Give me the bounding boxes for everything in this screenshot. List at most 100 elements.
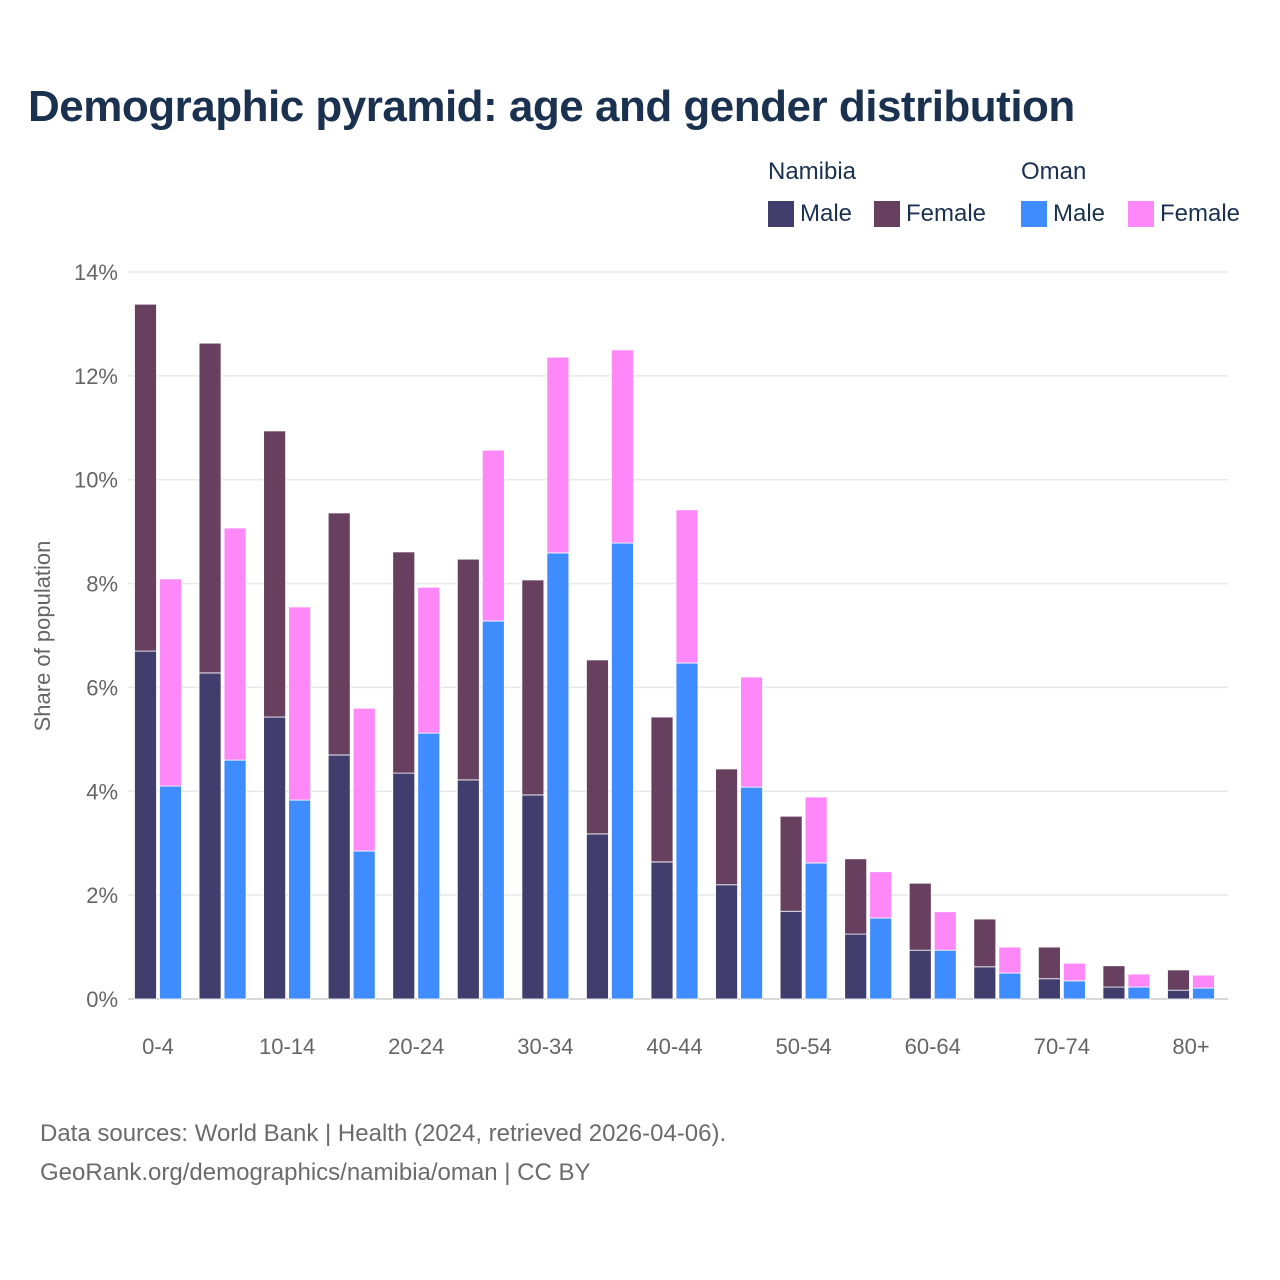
bar-oman-female-40-44[interactable] <box>675 509 699 664</box>
y-tick-label: 0% <box>86 987 118 1012</box>
bar-oman-female-20-24[interactable] <box>417 586 441 734</box>
chart-plot: 0% 2% 4% 6% 8% 10% 12% 14% 0-4 10-14 20-24 30-34 40… <box>30 260 1228 1059</box>
bar-oman-male-70-74[interactable] <box>1062 980 1086 1000</box>
bar-namibia-male-25-29[interactable] <box>456 779 480 1000</box>
bar-oman-female-15-19[interactable] <box>352 707 376 852</box>
bar-namibia-female-30-34[interactable] <box>521 579 545 796</box>
bar-oman-male-50-54[interactable] <box>804 862 828 1000</box>
bar-namibia-male-35-39[interactable] <box>586 833 609 1000</box>
bar-oman-male-45-49[interactable] <box>740 786 763 1000</box>
y-tick-label: 12% <box>74 364 118 389</box>
bar-namibia-female-0-4[interactable] <box>134 303 157 652</box>
bar-oman-male-10-14[interactable] <box>288 799 312 1000</box>
bar-oman-female-25-29[interactable] <box>481 449 505 622</box>
legend-swatch <box>1128 201 1154 227</box>
bar-namibia-female-50-54[interactable] <box>779 815 803 912</box>
bar-namibia-female-25-29[interactable] <box>456 558 480 781</box>
bar-oman-male-15-19[interactable] <box>352 850 376 1000</box>
bar-oman-female-10-14[interactable] <box>288 606 312 801</box>
bar-namibia-female-80+[interactable] <box>1167 969 1190 991</box>
bar-namibia-female-70-74[interactable] <box>1037 946 1061 980</box>
bar-namibia-male-65-69[interactable] <box>973 966 997 1000</box>
bar-namibia-male-60-64[interactable] <box>908 949 932 1000</box>
bar-oman-female-30-34[interactable] <box>546 356 570 554</box>
bar-namibia-female-20-24[interactable] <box>392 551 416 774</box>
bar-oman-male-35-39[interactable] <box>611 542 634 1000</box>
bar-oman-female-5-9[interactable] <box>223 527 247 761</box>
bar-namibia-male-75-79[interactable] <box>1102 986 1126 1000</box>
y-tick-label: 2% <box>86 883 118 908</box>
x-tick-label: 60-64 <box>905 1034 961 1059</box>
legend-label: Female <box>1160 200 1241 227</box>
legend-namibia-male[interactable]: Male <box>768 200 852 228</box>
y-tick-label: 4% <box>86 779 118 804</box>
bar-oman-male-0-4[interactable] <box>159 785 182 1000</box>
bar-namibia-male-80+[interactable] <box>1167 989 1190 1000</box>
bar-namibia-female-75-79[interactable] <box>1102 965 1126 988</box>
bar-oman-female-60-64[interactable] <box>933 911 957 951</box>
bar-oman-female-75-79[interactable] <box>1127 973 1151 988</box>
bar-oman-male-60-64[interactable] <box>933 949 957 1000</box>
bar-namibia-male-55-59[interactable] <box>844 933 868 1000</box>
bar-namibia-female-5-9[interactable] <box>198 342 222 674</box>
x-tick-label: 30-34 <box>517 1034 573 1059</box>
bar-namibia-female-55-59[interactable] <box>844 858 868 935</box>
bar-oman-female-80+[interactable] <box>1192 974 1215 989</box>
bar-namibia-female-60-64[interactable] <box>908 882 932 951</box>
chart-title: Demographic pyramid: age and gender dist… <box>28 82 1075 131</box>
bar-oman-female-45-49[interactable] <box>740 676 763 788</box>
bar-oman-male-30-34[interactable] <box>546 552 570 1000</box>
legend-oman-female[interactable]: Female <box>1128 200 1240 228</box>
legend-swatch <box>1021 201 1047 227</box>
footer: Data sources: World Bank | Health (2024,… <box>40 1114 726 1192</box>
bar-oman-male-75-79[interactable] <box>1127 986 1151 1000</box>
x-tick-label: 10-14 <box>259 1034 315 1059</box>
bar-oman-male-40-44[interactable] <box>675 662 699 1000</box>
y-tick-label: 14% <box>74 260 118 285</box>
y-tick-label: 8% <box>86 572 118 597</box>
bar-oman-male-25-29[interactable] <box>481 620 505 1000</box>
bar-namibia-male-10-14[interactable] <box>263 716 287 1000</box>
bar-namibia-male-30-34[interactable] <box>521 794 545 1000</box>
bar-namibia-male-45-49[interactable] <box>715 884 738 1000</box>
x-tick-label: 50-54 <box>775 1034 831 1059</box>
bar-namibia-female-65-69[interactable] <box>973 918 997 968</box>
legend-label: Male <box>1053 200 1106 227</box>
bar-namibia-male-40-44[interactable] <box>650 861 674 1000</box>
bar-oman-male-5-9[interactable] <box>223 759 247 1000</box>
bar-oman-male-20-24[interactable] <box>417 732 441 1000</box>
x-tick-label: 0-4 <box>142 1034 174 1059</box>
bar-oman-female-70-74[interactable] <box>1062 962 1086 982</box>
footer-sources: Data sources: World Bank | Health (2024,… <box>40 1120 727 1147</box>
footer-link[interactable]: GeoRank.org/demographics/namibia/oman | … <box>40 1159 591 1186</box>
bar-oman-female-0-4[interactable] <box>159 578 182 787</box>
x-tick-label: 70-74 <box>1034 1034 1090 1059</box>
legend-country-oman: Oman <box>1021 158 1087 185</box>
legend-country-namibia: Namibia <box>768 158 857 185</box>
legend-namibia-female[interactable]: Female <box>874 200 986 228</box>
bar-oman-female-65-69[interactable] <box>998 946 1022 974</box>
bar-namibia-male-15-19[interactable] <box>327 754 351 1000</box>
bar-namibia-male-0-4[interactable] <box>134 650 157 1000</box>
bar-oman-female-50-54[interactable] <box>804 796 828 864</box>
bar-namibia-male-50-54[interactable] <box>779 910 803 1000</box>
bar-namibia-female-40-44[interactable] <box>650 716 674 863</box>
legend-label: Male <box>800 200 853 227</box>
bar-oman-male-55-59[interactable] <box>869 917 893 1000</box>
bar-namibia-female-15-19[interactable] <box>327 512 351 756</box>
bar-namibia-female-10-14[interactable] <box>263 430 287 718</box>
bar-namibia-male-5-9[interactable] <box>198 672 222 1000</box>
y-tick-label: 10% <box>74 468 118 493</box>
bar-oman-male-65-69[interactable] <box>998 972 1022 1000</box>
legend-oman-male[interactable]: Male <box>1021 200 1105 228</box>
bar-namibia-male-20-24[interactable] <box>392 772 416 1000</box>
bar-namibia-female-35-39[interactable] <box>586 659 609 835</box>
bar-oman-female-35-39[interactable] <box>611 349 634 544</box>
bar-oman-male-80+[interactable] <box>1192 987 1215 1000</box>
bar-oman-female-55-59[interactable] <box>869 871 893 919</box>
bar-namibia-male-70-74[interactable] <box>1037 978 1061 1000</box>
x-tick-label: 80+ <box>1172 1034 1209 1059</box>
legend-swatch <box>874 201 900 227</box>
x-tick-label: 20-24 <box>388 1034 444 1059</box>
bar-namibia-female-45-49[interactable] <box>715 768 738 886</box>
